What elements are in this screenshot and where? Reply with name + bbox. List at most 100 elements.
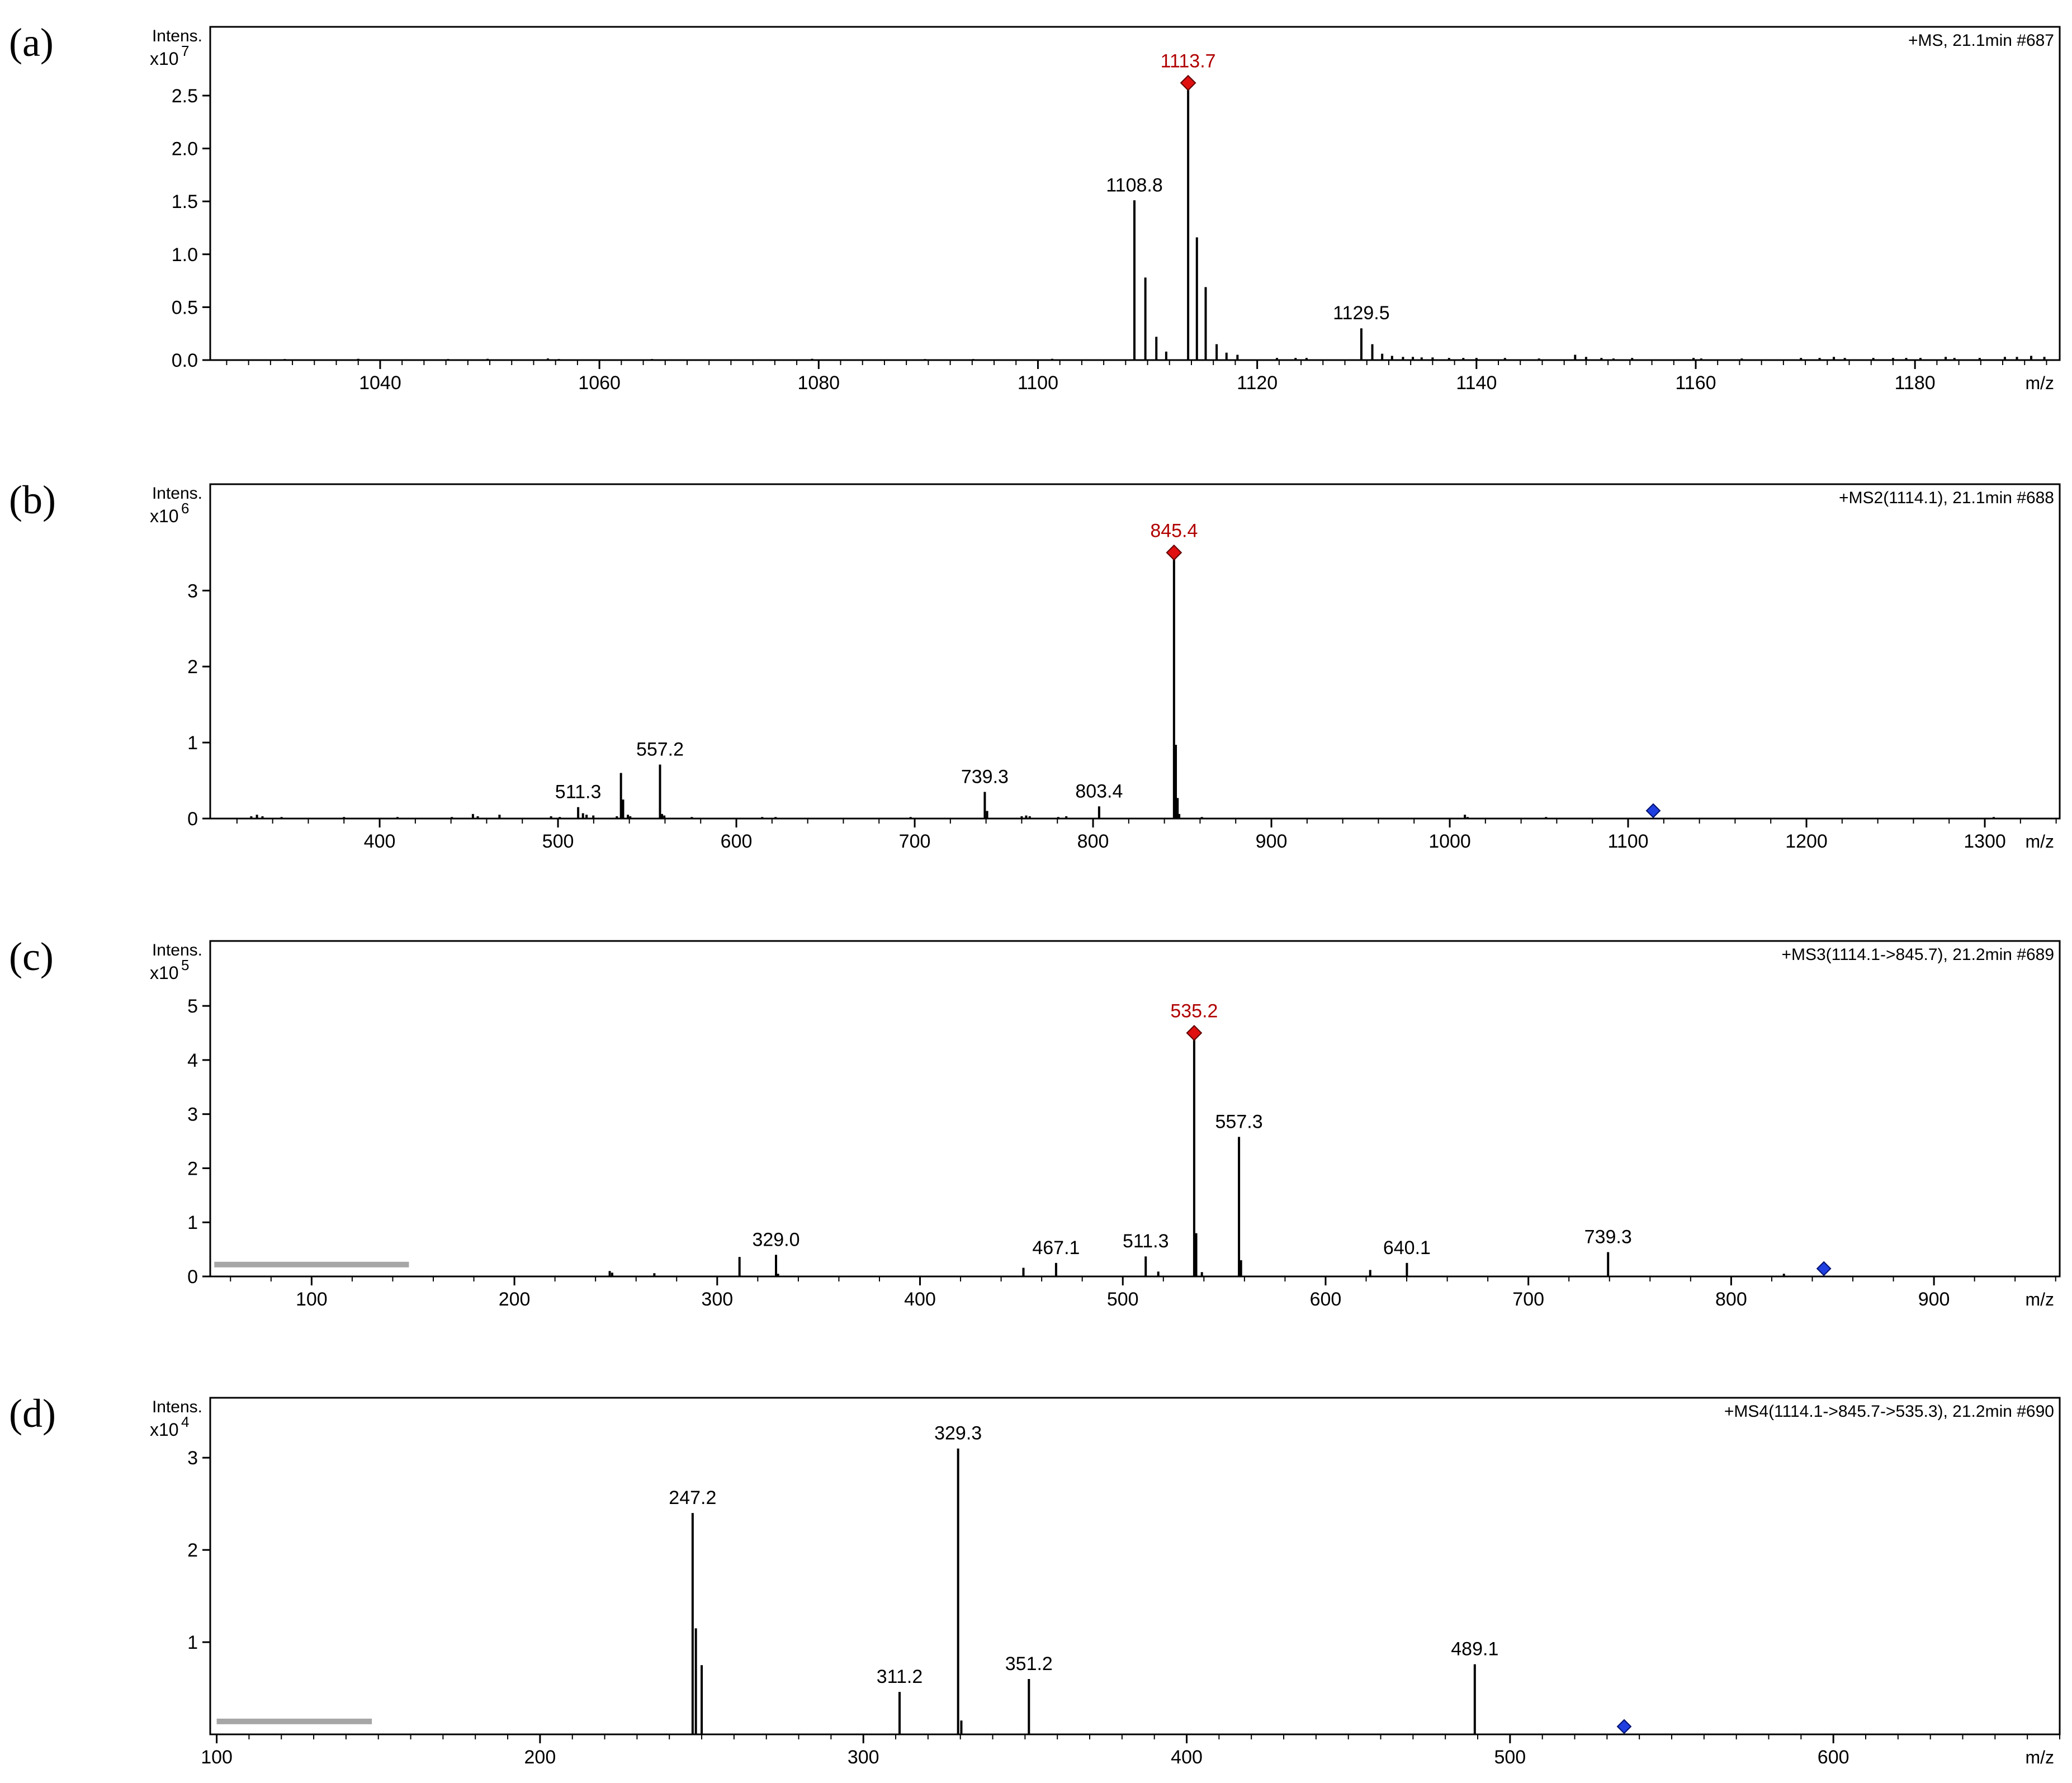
x-tick-label: 700 (1512, 1289, 1544, 1310)
y-tick-label: 1.0 (172, 244, 198, 266)
x-tick-label: 800 (1715, 1289, 1747, 1310)
peak-label: 329.0 (752, 1229, 800, 1250)
y-axis-label: Intens. (152, 941, 202, 959)
y-scale-label: x10 (150, 49, 179, 69)
y-tick-label: 2 (187, 1540, 198, 1561)
peak-label: 511.3 (555, 782, 602, 803)
base-peak-marker (1186, 1025, 1203, 1041)
peak-label: 329.3 (934, 1423, 982, 1444)
spectrum-panel: (c) +MS3(1114.1->845.7), 21.2min #689 Inte… (9, 934, 2061, 1310)
plot-frame (209, 1397, 2061, 1735)
y-tick-label: 0 (187, 808, 198, 830)
x-tick-label: 1060 (578, 372, 621, 394)
peak-label: 535.2 (1170, 1001, 1218, 1022)
y-tick-label: 1 (187, 732, 198, 754)
x-tick-label: 400 (364, 831, 396, 852)
plot-frame (209, 483, 2061, 820)
precursor-marker (1645, 803, 1661, 819)
peak-label: 557.2 (636, 739, 684, 760)
y-scale-exponent: 6 (181, 500, 189, 517)
y-scale-exponent: 4 (181, 1413, 189, 1430)
precursor-marker (1816, 1261, 1832, 1276)
y-scale-label: x10 (150, 506, 179, 526)
y-tick-label: 1 (187, 1212, 198, 1233)
x-tick-label: 500 (1107, 1289, 1139, 1310)
y-tick-label: 2 (187, 1158, 198, 1179)
panel-label: (c) (9, 934, 54, 979)
x-axis-label: m/z (2025, 1747, 2054, 1767)
spectrum-panel: (a) +MS, 21.1min #687 Intens. x10 7 0.0 0.5 1.0… (9, 20, 2061, 394)
x-tick-label: 900 (1918, 1289, 1950, 1310)
peak-label: 1129.5 (1333, 302, 1389, 324)
x-tick-label: 1100 (1018, 372, 1058, 394)
x-tick-label: 1100 (1607, 831, 1648, 852)
panel-label: (d) (9, 1391, 56, 1436)
peak-label: 311.2 (877, 1666, 923, 1687)
y-tick-label: 3 (187, 580, 198, 602)
peak-label: 640.1 (1383, 1237, 1431, 1259)
peak-label: 845.4 (1150, 520, 1198, 541)
peak-label: 1113.7 (1161, 50, 1216, 72)
y-scale-exponent: 5 (181, 957, 189, 973)
y-scale-exponent: 7 (181, 42, 189, 59)
x-tick-label: 800 (1077, 831, 1109, 852)
x-tick-label: 200 (499, 1289, 531, 1310)
x-axis-label: m/z (2025, 373, 2054, 393)
x-tick-label: 600 (721, 831, 753, 852)
y-axis-label: Intens. (152, 1398, 202, 1416)
y-scale-label: x10 (150, 1420, 179, 1440)
plot-frame (209, 940, 2061, 1278)
x-tick-label: 100 (296, 1289, 328, 1310)
y-tick-label: 2 (187, 656, 198, 678)
x-tick-label: 1160 (1675, 372, 1716, 394)
y-tick-label: 2.0 (172, 139, 198, 160)
peak-label: 467.1 (1032, 1237, 1080, 1259)
x-tick-label: 1040 (359, 372, 401, 394)
y-tick-label: 0 (187, 1266, 198, 1288)
spectrum-header: +MS4(1114.1->845.7->535.3), 21.2min #690 (1724, 1402, 2054, 1421)
x-tick-label: 600 (1818, 1747, 1849, 1768)
peak-label: 489.1 (1451, 1639, 1498, 1660)
precursor-marker (1616, 1719, 1632, 1734)
x-tick-label: 400 (1171, 1747, 1203, 1768)
panel-label: (b) (9, 477, 56, 522)
y-tick-label: 1.5 (172, 191, 198, 212)
x-axis-label: m/z (2025, 831, 2054, 852)
x-tick-label: 1140 (1456, 372, 1497, 394)
y-tick-label: 3 (187, 1104, 198, 1125)
spectrum-panel: (d) +MS4(1114.1->845.7->535.3), 21.2min #… (9, 1391, 2061, 1768)
y-tick-label: 5 (187, 996, 198, 1017)
y-scale-label: x10 (150, 963, 179, 983)
y-tick-label: 1 (187, 1632, 198, 1653)
peak-label: 1108.8 (1106, 174, 1162, 196)
peak-label: 511.3 (1123, 1231, 1169, 1252)
spectrum-header: +MS3(1114.1->845.7), 21.2min #689 (1781, 945, 2054, 964)
y-tick-label: 0.0 (172, 350, 198, 371)
x-tick-label: 300 (848, 1747, 879, 1768)
x-tick-label: 1300 (1964, 831, 2006, 852)
x-tick-label: 400 (904, 1289, 936, 1310)
peak-label: 247.2 (669, 1487, 716, 1508)
y-tick-label: 2.5 (172, 86, 198, 107)
x-tick-label: 1080 (797, 372, 840, 394)
panel-label: (a) (9, 20, 54, 65)
x-tick-label: 600 (1310, 1289, 1342, 1310)
x-tick-label: 100 (201, 1747, 233, 1768)
x-tick-label: 500 (542, 831, 574, 852)
x-tick-label: 300 (701, 1289, 733, 1310)
x-tick-label: 200 (524, 1747, 556, 1768)
x-tick-label: 1200 (1785, 831, 1828, 852)
y-axis-label: Intens. (152, 484, 202, 503)
y-tick-label: 3 (187, 1448, 198, 1469)
base-peak-marker (1180, 74, 1196, 91)
y-tick-label: 4 (187, 1050, 198, 1071)
peak-label: 739.3 (1584, 1226, 1632, 1247)
y-axis-label: Intens. (152, 27, 202, 45)
spectrum-header: +MS, 21.1min #687 (1908, 31, 2054, 50)
peak-label: 557.3 (1215, 1111, 1263, 1132)
x-tick-label: 500 (1494, 1747, 1526, 1768)
y-tick-label: 0.5 (172, 297, 198, 318)
x-tick-label: 900 (1256, 831, 1288, 852)
